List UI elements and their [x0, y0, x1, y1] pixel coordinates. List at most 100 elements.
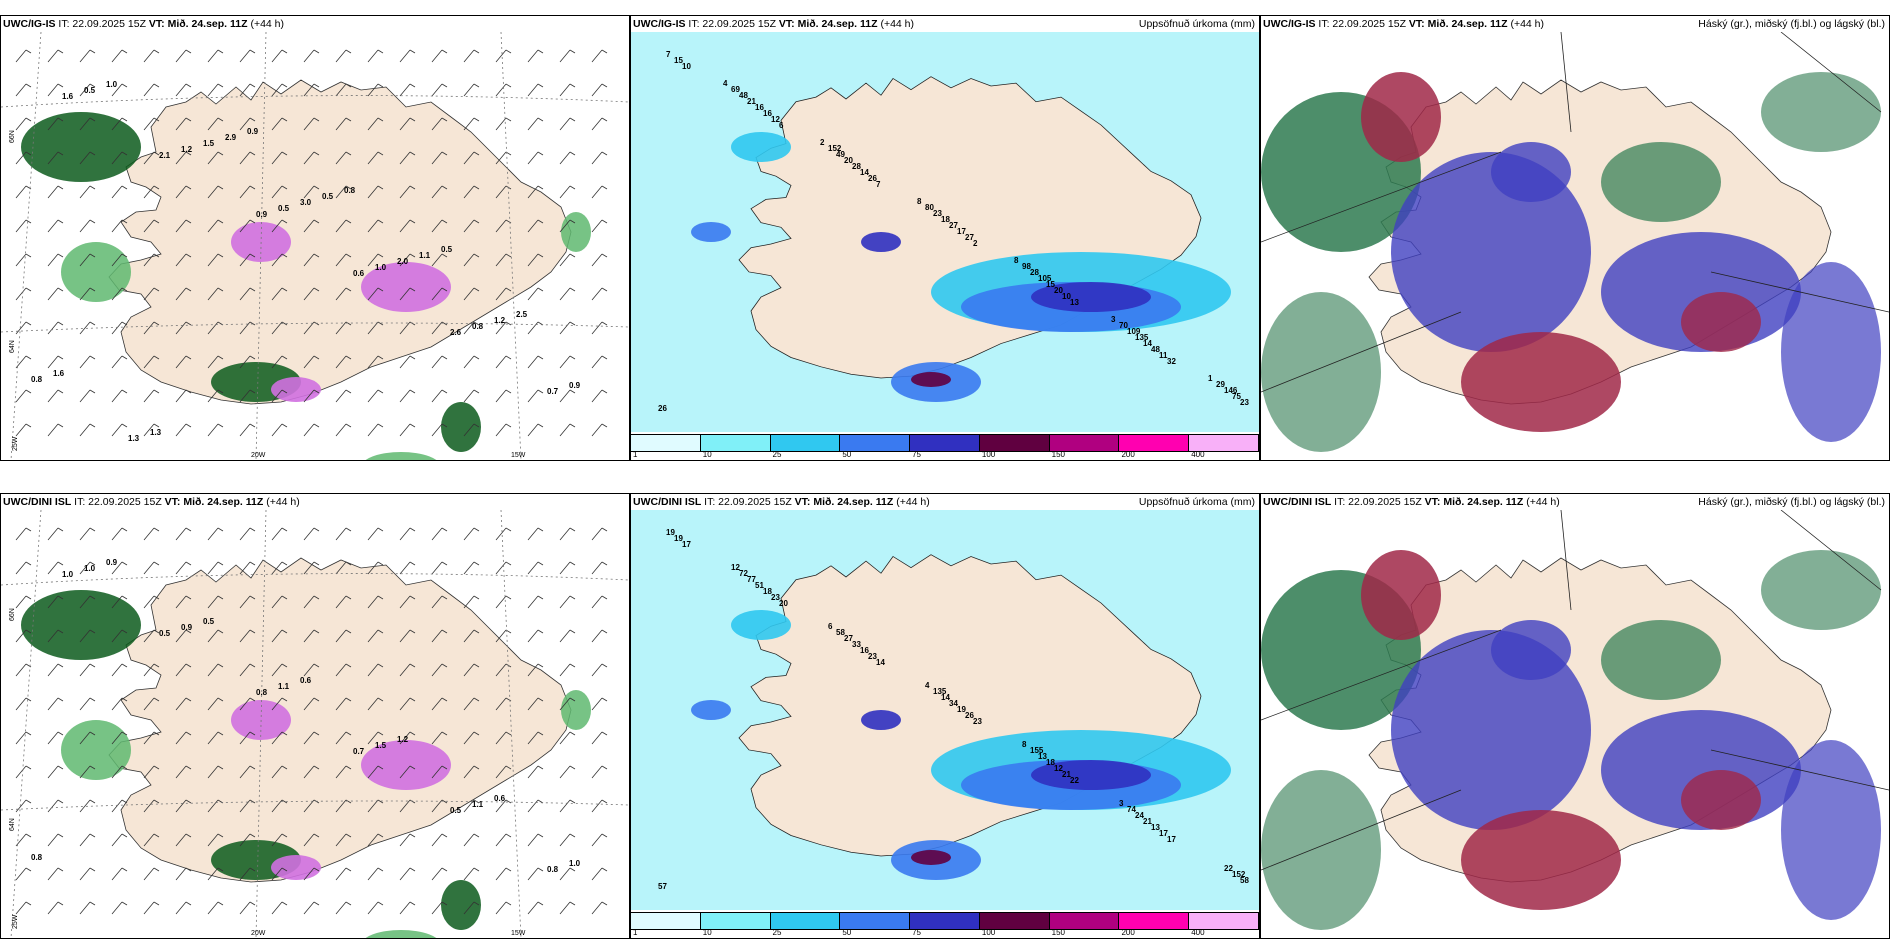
value-label: 146 [1224, 386, 1238, 395]
colorbar-tick-label: 25 [772, 928, 782, 937]
lat-label-66n: 66N [9, 608, 16, 621]
value-label: 49 [836, 150, 845, 159]
value-label: 0.9 [256, 210, 268, 219]
value-label: 3 [1119, 799, 1124, 808]
value-label: 19 [674, 534, 683, 543]
value-label: 0.9 [106, 558, 118, 567]
value-label: 0.5 [203, 617, 215, 626]
value-label: 18 [763, 587, 772, 596]
value-label: 0.5 [278, 204, 290, 213]
value-label: 1.2 [397, 735, 409, 744]
value-label: 14 [1143, 339, 1152, 348]
colorbar-swatch [770, 913, 841, 929]
value-label: 1.6 [62, 92, 74, 101]
precip-colorbar: 1 10 25 50 75 100 150 200 400 [631, 430, 1259, 460]
colorbar-swatch [1119, 913, 1190, 929]
colorbar-swatch [631, 913, 701, 929]
value-label: 28 [852, 162, 861, 171]
value-label: 57 [658, 882, 667, 891]
panel-wind-ig: UWC/IG-IS IT: 22.09.2025 15Z VT: Mið. 24… [0, 15, 630, 461]
value-label: 23 [868, 652, 877, 661]
colorbar-tick-label: 10 [702, 450, 712, 459]
value-label: 10 [1062, 292, 1071, 301]
value-label: 0.8 [31, 375, 43, 384]
value-label: 1.3 [150, 428, 162, 437]
value-label: 0.6 [353, 269, 365, 278]
colorbar-swatch [770, 435, 841, 451]
value-label: 23 [1240, 398, 1249, 407]
panel-title: UWC/DINI ISL IT: 22.09.2025 15Z VT: Mið.… [633, 496, 930, 508]
colorbar-tick-label: 200 [1121, 928, 1135, 937]
lon-label-20w: 20W [251, 452, 266, 459]
value-label: 13 [1070, 298, 1079, 307]
value-label: 2.9 [225, 133, 237, 142]
value-label: 16 [763, 109, 772, 118]
precip-shading [21, 590, 591, 938]
value-label: 0.8 [472, 322, 484, 331]
panel-field-label: Háský (gr.), miðský (fj.bl.) og lágský (… [1698, 496, 1885, 508]
value-label: 17 [957, 227, 966, 236]
precip-shading [691, 132, 1231, 402]
accumulated-precip-map: 1720142322171923232621171918161912135751… [631, 510, 1259, 910]
panel-clouds-dini: UWC/DINI ISL IT: 22.09.2025 15Z VT: Mið.… [1260, 493, 1890, 939]
precip-colorbar: 1 10 25 50 75 100 150 200 400 [631, 908, 1259, 938]
value-label: 15 [1046, 280, 1055, 289]
value-label: 23 [933, 209, 942, 218]
lat-label-64n: 64N [9, 818, 16, 831]
value-label: 13 [1038, 752, 1047, 761]
value-label: 69 [731, 85, 740, 94]
value-label: 0.8 [256, 688, 268, 697]
value-label: 14 [860, 168, 869, 177]
colorbar-tick-label: 400 [1191, 450, 1205, 459]
value-label: 135 [1135, 333, 1149, 342]
value-label: 80 [925, 203, 934, 212]
value-label: 18 [1046, 758, 1055, 767]
value-label: 0.9 [569, 381, 581, 390]
value-label: 11 [1159, 351, 1168, 360]
value-label: 22 [1224, 864, 1233, 873]
value-label: 20 [844, 156, 853, 165]
lat-label-64n: 64N [9, 340, 16, 353]
value-label: 19 [666, 528, 675, 537]
value-label: 1.2 [494, 316, 506, 325]
graticule [1261, 32, 1889, 393]
panel-field-label: Háský (gr.), miðský (fj.bl.) og lágský (… [1698, 18, 1885, 30]
value-label: 20 [779, 599, 788, 608]
value-label: 109 [1127, 327, 1141, 336]
colorbar-tick-label: 75 [912, 928, 922, 937]
colorbar-tick-label: 10 [702, 928, 712, 937]
panel-title: UWC/DINI ISL IT: 22.09.2025 15Z VT: Mið.… [1263, 496, 1560, 508]
value-label: 2.0 [397, 257, 409, 266]
value-label: 26 [965, 711, 974, 720]
wind-precip-map: 66N 64N 20W 15W 25W 1.0 0.5 0.8 0.7 0.5 0.8 1.0 0.9 1… [1, 510, 629, 938]
value-label: 33 [852, 640, 861, 649]
value-label: 74 [1127, 805, 1136, 814]
colorbar-swatch [700, 435, 771, 451]
value-label: 1.0 [106, 80, 118, 89]
value-label: 98 [1022, 262, 1031, 271]
lon-label-25w: 25W [12, 914, 19, 929]
value-label: 12 [771, 115, 780, 124]
colorbar-swatches [631, 434, 1259, 452]
value-label: 1.1 [472, 800, 484, 809]
value-label: 13 [1151, 823, 1160, 832]
value-label: 152 [828, 144, 842, 153]
colorbar-tick-label: 1 [633, 928, 638, 937]
value-label: 77 [747, 575, 756, 584]
value-label: 12 [1054, 764, 1063, 773]
colorbar-tick-label: 100 [981, 450, 996, 459]
value-label: 32 [1167, 357, 1176, 366]
value-label: 72 [739, 569, 748, 578]
panel-clouds-ig: UWC/IG-IS IT: 22.09.2025 15Z VT: Mið. 24… [1260, 15, 1890, 461]
value-label: 1.3 [128, 434, 140, 443]
colorbar-tick-label: 150 [1051, 450, 1066, 459]
value-label: 27 [949, 221, 958, 230]
colorbar-tick-label: 100 [981, 928, 996, 937]
panel-title: UWC/DINI ISL IT: 22.09.2025 15Z VT: Mið.… [3, 496, 300, 508]
value-label: 7 [876, 180, 881, 189]
value-label: 48 [739, 91, 748, 100]
colorbar-tick-label: 75 [912, 450, 922, 459]
value-label: 0.7 [353, 747, 365, 756]
value-label: 58 [836, 628, 845, 637]
value-label: 0.8 [31, 853, 43, 862]
